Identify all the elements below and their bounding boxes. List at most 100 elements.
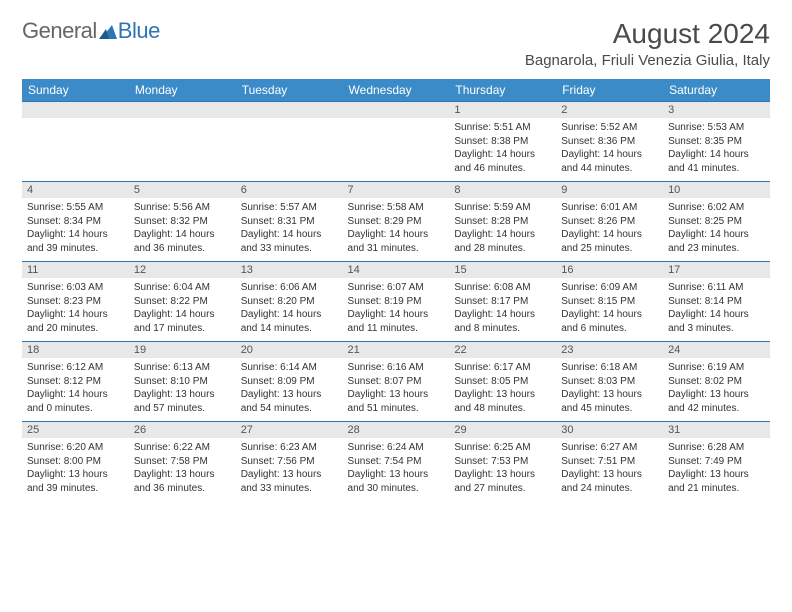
calendar-day-cell: 12Sunrise: 6:04 AMSunset: 8:22 PMDayligh… (129, 261, 236, 341)
empty-day-body (129, 118, 236, 176)
day-number: 29 (449, 421, 556, 438)
day-details: Sunrise: 5:51 AMSunset: 8:38 PMDaylight:… (449, 118, 556, 181)
calendar-day-cell: 22Sunrise: 6:17 AMSunset: 8:05 PMDayligh… (449, 341, 556, 421)
empty-day-header (236, 101, 343, 118)
weekday-header: Wednesday (343, 79, 450, 101)
day-number: 12 (129, 261, 236, 278)
day-details: Sunrise: 6:01 AMSunset: 8:26 PMDaylight:… (556, 198, 663, 261)
calendar-day-cell (236, 101, 343, 181)
calendar-day-cell: 28Sunrise: 6:24 AMSunset: 7:54 PMDayligh… (343, 421, 450, 501)
calendar-day-cell: 3Sunrise: 5:53 AMSunset: 8:35 PMDaylight… (663, 101, 770, 181)
day-number: 14 (343, 261, 450, 278)
calendar-day-cell: 31Sunrise: 6:28 AMSunset: 7:49 PMDayligh… (663, 421, 770, 501)
calendar-day-cell: 19Sunrise: 6:13 AMSunset: 8:10 PMDayligh… (129, 341, 236, 421)
day-details: Sunrise: 6:04 AMSunset: 8:22 PMDaylight:… (129, 278, 236, 341)
day-number: 20 (236, 341, 343, 358)
header: General Blue August 2024 Bagnarola, Friu… (22, 18, 770, 69)
calendar-day-cell: 5Sunrise: 5:56 AMSunset: 8:32 PMDaylight… (129, 181, 236, 261)
empty-day-header (343, 101, 450, 118)
weekday-header: Tuesday (236, 79, 343, 101)
calendar-day-cell: 17Sunrise: 6:11 AMSunset: 8:14 PMDayligh… (663, 261, 770, 341)
calendar-week-row: 18Sunrise: 6:12 AMSunset: 8:12 PMDayligh… (22, 341, 770, 421)
day-number: 6 (236, 181, 343, 198)
day-details: Sunrise: 6:18 AMSunset: 8:03 PMDaylight:… (556, 358, 663, 421)
calendar-day-cell (129, 101, 236, 181)
day-details: Sunrise: 5:53 AMSunset: 8:35 PMDaylight:… (663, 118, 770, 181)
day-number: 16 (556, 261, 663, 278)
empty-day-body (22, 118, 129, 176)
day-number: 26 (129, 421, 236, 438)
weekday-header: Thursday (449, 79, 556, 101)
calendar-day-cell: 20Sunrise: 6:14 AMSunset: 8:09 PMDayligh… (236, 341, 343, 421)
calendar-week-row: 11Sunrise: 6:03 AMSunset: 8:23 PMDayligh… (22, 261, 770, 341)
day-number: 10 (663, 181, 770, 198)
day-details: Sunrise: 5:58 AMSunset: 8:29 PMDaylight:… (343, 198, 450, 261)
day-number: 19 (129, 341, 236, 358)
day-details: Sunrise: 6:16 AMSunset: 8:07 PMDaylight:… (343, 358, 450, 421)
calendar-day-cell: 26Sunrise: 6:22 AMSunset: 7:58 PMDayligh… (129, 421, 236, 501)
day-details: Sunrise: 5:59 AMSunset: 8:28 PMDaylight:… (449, 198, 556, 261)
day-number: 15 (449, 261, 556, 278)
day-details: Sunrise: 6:06 AMSunset: 8:20 PMDaylight:… (236, 278, 343, 341)
calendar-week-row: 4Sunrise: 5:55 AMSunset: 8:34 PMDaylight… (22, 181, 770, 261)
weekday-header-row: Sunday Monday Tuesday Wednesday Thursday… (22, 79, 770, 101)
calendar-day-cell: 14Sunrise: 6:07 AMSunset: 8:19 PMDayligh… (343, 261, 450, 341)
day-details: Sunrise: 5:55 AMSunset: 8:34 PMDaylight:… (22, 198, 129, 261)
day-details: Sunrise: 6:24 AMSunset: 7:54 PMDaylight:… (343, 438, 450, 501)
calendar-day-cell: 30Sunrise: 6:27 AMSunset: 7:51 PMDayligh… (556, 421, 663, 501)
day-details: Sunrise: 6:02 AMSunset: 8:25 PMDaylight:… (663, 198, 770, 261)
calendar-day-cell: 1Sunrise: 5:51 AMSunset: 8:38 PMDaylight… (449, 101, 556, 181)
calendar-day-cell: 24Sunrise: 6:19 AMSunset: 8:02 PMDayligh… (663, 341, 770, 421)
title-block: August 2024 Bagnarola, Friuli Venezia Gi… (525, 18, 770, 69)
calendar-day-cell: 13Sunrise: 6:06 AMSunset: 8:20 PMDayligh… (236, 261, 343, 341)
empty-day-header (129, 101, 236, 118)
day-number: 17 (663, 261, 770, 278)
day-details: Sunrise: 6:20 AMSunset: 8:00 PMDaylight:… (22, 438, 129, 501)
calendar-day-cell: 21Sunrise: 6:16 AMSunset: 8:07 PMDayligh… (343, 341, 450, 421)
day-details: Sunrise: 6:07 AMSunset: 8:19 PMDaylight:… (343, 278, 450, 341)
calendar-day-cell: 23Sunrise: 6:18 AMSunset: 8:03 PMDayligh… (556, 341, 663, 421)
day-number: 22 (449, 341, 556, 358)
day-details: Sunrise: 6:09 AMSunset: 8:15 PMDaylight:… (556, 278, 663, 341)
day-number: 7 (343, 181, 450, 198)
day-details: Sunrise: 6:25 AMSunset: 7:53 PMDaylight:… (449, 438, 556, 501)
day-number: 24 (663, 341, 770, 358)
day-details: Sunrise: 6:12 AMSunset: 8:12 PMDaylight:… (22, 358, 129, 421)
calendar-week-row: 1Sunrise: 5:51 AMSunset: 8:38 PMDaylight… (22, 101, 770, 181)
calendar-week-row: 25Sunrise: 6:20 AMSunset: 8:00 PMDayligh… (22, 421, 770, 501)
page-title: August 2024 (525, 18, 770, 50)
day-details: Sunrise: 6:19 AMSunset: 8:02 PMDaylight:… (663, 358, 770, 421)
day-number: 13 (236, 261, 343, 278)
day-details: Sunrise: 6:17 AMSunset: 8:05 PMDaylight:… (449, 358, 556, 421)
day-number: 5 (129, 181, 236, 198)
calendar-day-cell: 2Sunrise: 5:52 AMSunset: 8:36 PMDaylight… (556, 101, 663, 181)
day-details: Sunrise: 6:13 AMSunset: 8:10 PMDaylight:… (129, 358, 236, 421)
day-details: Sunrise: 6:23 AMSunset: 7:56 PMDaylight:… (236, 438, 343, 501)
day-number: 23 (556, 341, 663, 358)
logo: General Blue (22, 18, 160, 44)
empty-day-body (236, 118, 343, 176)
day-details: Sunrise: 6:27 AMSunset: 7:51 PMDaylight:… (556, 438, 663, 501)
day-number: 11 (22, 261, 129, 278)
day-details: Sunrise: 6:03 AMSunset: 8:23 PMDaylight:… (22, 278, 129, 341)
day-details: Sunrise: 6:08 AMSunset: 8:17 PMDaylight:… (449, 278, 556, 341)
day-number: 27 (236, 421, 343, 438)
calendar-day-cell: 11Sunrise: 6:03 AMSunset: 8:23 PMDayligh… (22, 261, 129, 341)
calendar-day-cell: 27Sunrise: 6:23 AMSunset: 7:56 PMDayligh… (236, 421, 343, 501)
weekday-header: Saturday (663, 79, 770, 101)
calendar-day-cell: 10Sunrise: 6:02 AMSunset: 8:25 PMDayligh… (663, 181, 770, 261)
calendar-day-cell (343, 101, 450, 181)
day-details: Sunrise: 6:11 AMSunset: 8:14 PMDaylight:… (663, 278, 770, 341)
empty-day-body (343, 118, 450, 176)
day-details: Sunrise: 6:14 AMSunset: 8:09 PMDaylight:… (236, 358, 343, 421)
empty-day-header (22, 101, 129, 118)
day-details: Sunrise: 5:52 AMSunset: 8:36 PMDaylight:… (556, 118, 663, 181)
weekday-header: Friday (556, 79, 663, 101)
day-details: Sunrise: 6:22 AMSunset: 7:58 PMDaylight:… (129, 438, 236, 501)
logo-text-general: General (22, 18, 97, 44)
day-number: 3 (663, 101, 770, 118)
day-number: 1 (449, 101, 556, 118)
weekday-header: Sunday (22, 79, 129, 101)
calendar-day-cell: 29Sunrise: 6:25 AMSunset: 7:53 PMDayligh… (449, 421, 556, 501)
day-number: 31 (663, 421, 770, 438)
